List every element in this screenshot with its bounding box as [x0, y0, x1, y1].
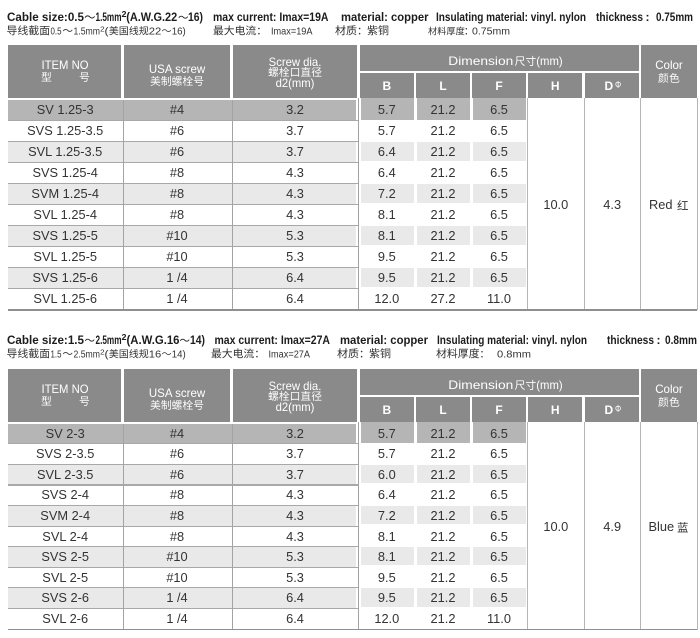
svg-text:Imax=27A: Imax=27A — [269, 349, 311, 360]
svg-text:Cable size:1.5: Cable size:1.5 — [7, 333, 84, 347]
svg-text:1.5mm: 1.5mm — [74, 26, 101, 37]
svg-text:14): 14) — [190, 333, 205, 347]
svg-text::: : — [657, 333, 661, 347]
svg-text:Imax=19A: Imax=19A — [271, 26, 313, 37]
svg-text:0.8mm: 0.8mm — [665, 333, 697, 347]
svg-text:0.75mm: 0.75mm — [472, 26, 510, 37]
svg-text:(: ( — [105, 349, 110, 360]
svg-text:2: 2 — [100, 26, 105, 33]
svg-text:max current: Imax=19A: max current: Imax=19A — [213, 10, 329, 24]
svg-text:22: 22 — [149, 26, 162, 37]
svg-text:Dimension: Dimension — [448, 378, 513, 392]
svg-text:material: copper: material: copper — [340, 333, 428, 347]
svg-text:(mm): (mm) — [536, 378, 562, 392]
svg-text:(A.W.G.16: (A.W.G.16 — [127, 333, 180, 347]
svg-text:Insulating material: vinyl. ny: Insulating material: vinyl. nylon — [436, 10, 586, 24]
svg-text:Insulating material: vinyl. ny: Insulating material: vinyl. nylon — [437, 333, 587, 347]
svg-text:16: 16 — [149, 349, 162, 360]
svg-text:0.8mm: 0.8mm — [497, 349, 531, 360]
svg-text:16): 16) — [172, 26, 186, 37]
svg-text::: : — [646, 10, 650, 24]
svg-text:14): 14) — [172, 349, 186, 360]
svg-text:Dimension: Dimension — [448, 54, 513, 68]
svg-text:thickness: thickness — [607, 333, 654, 347]
svg-text:2.5mm: 2.5mm — [96, 333, 122, 347]
svg-text:0.75mm: 0.75mm — [656, 10, 693, 24]
svg-text:0.5: 0.5 — [51, 26, 62, 37]
svg-text:2: 2 — [122, 10, 128, 19]
svg-text:1.5mm: 1.5mm — [96, 10, 122, 24]
svg-text:(: ( — [105, 26, 110, 37]
svg-text:Cable size:0.5: Cable size:0.5 — [7, 10, 84, 24]
svg-text:16): 16) — [188, 10, 203, 24]
svg-text:max current: Imax=27A: max current: Imax=27A — [215, 333, 331, 347]
svg-text:2.5mm: 2.5mm — [74, 349, 101, 360]
svg-text:(mm): (mm) — [536, 54, 562, 68]
svg-text:2: 2 — [122, 333, 128, 342]
svg-text:1.5: 1.5 — [51, 349, 62, 360]
svg-text:2: 2 — [100, 349, 105, 356]
svg-text:thickness: thickness — [596, 10, 643, 24]
svg-text:(A.W.G.22: (A.W.G.22 — [126, 10, 177, 24]
svg-text:material: copper: material: copper — [341, 10, 429, 24]
